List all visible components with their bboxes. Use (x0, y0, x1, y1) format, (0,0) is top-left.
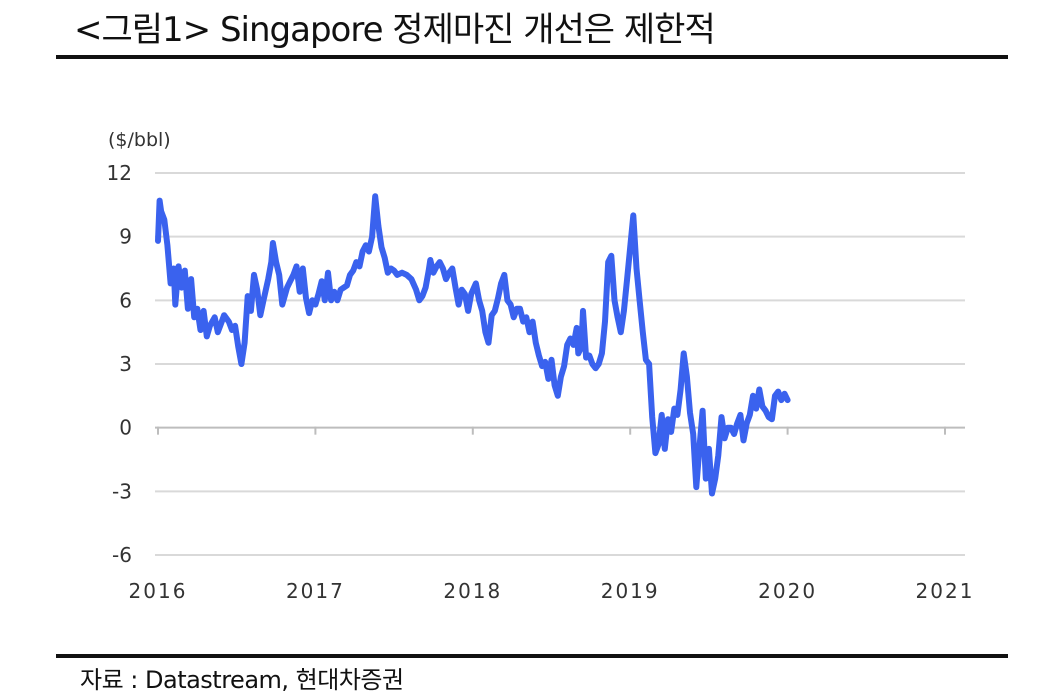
series-line (155, 193, 791, 497)
y-tick-label: -3 (112, 479, 132, 503)
y-tick-label: 3 (119, 352, 132, 376)
y-axis-labels: 12 9 6 3 0 -3 -6 (107, 161, 132, 567)
x-axis-ticks (157, 426, 946, 435)
x-tick-label: 2020 (758, 579, 817, 603)
source-note: 자료 : Datastream, 현대차증권 (80, 666, 404, 694)
y-unit-label: ($/bbl) (108, 129, 171, 151)
x-tick-label: 2017 (286, 579, 345, 603)
x-tick-label: 2016 (129, 579, 188, 603)
x-tick-label: 2018 (443, 579, 502, 603)
top-rule (56, 55, 1008, 59)
x-tick-label: 2021 (916, 579, 975, 603)
x-axis-labels: 2016 2017 2018 2019 2020 2021 (129, 579, 975, 603)
grid-lines (155, 172, 965, 556)
y-tick-label: 9 (119, 225, 132, 249)
y-tick-label: 6 (119, 288, 132, 312)
y-tick-label: 0 (119, 416, 132, 440)
bottom-rule (56, 654, 1008, 658)
y-tick-label: 12 (107, 161, 132, 185)
x-tick-label: 2019 (601, 579, 660, 603)
y-tick-label: -6 (112, 543, 132, 567)
page-title: <그림1> Singapore 정제마진 개선은 제한적 (74, 10, 716, 50)
